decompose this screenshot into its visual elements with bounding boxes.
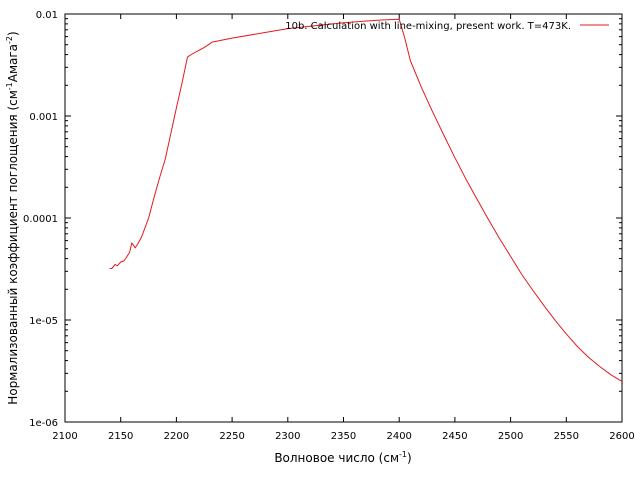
y-tick-label: 0.0001	[23, 214, 58, 225]
y-tick-label: 1e-06	[29, 418, 58, 429]
x-tick-label: 2250	[219, 431, 244, 442]
series-layer	[109, 18, 623, 382]
y-tick-label: 1e-05	[29, 316, 58, 327]
x-tick-label: 2450	[442, 431, 467, 442]
x-tick-label: 2350	[331, 431, 356, 442]
y-tick-label: 0.001	[29, 112, 58, 123]
x-tick-label: 2600	[609, 431, 634, 442]
x-tick-label: 2100	[52, 431, 77, 442]
x-tick-label: 2550	[554, 431, 579, 442]
x-axis-label: Волновое число (см-1)	[274, 450, 411, 465]
y-axis: 1e-06 1e-05 0.0001 0.001 0.01	[23, 10, 622, 429]
series-line	[109, 18, 623, 382]
legend: 10b. Calculation with line-mixing, prese…	[285, 21, 609, 32]
x-tick-label: 2300	[275, 431, 300, 442]
x-tick-label: 2200	[164, 431, 189, 442]
x-tick-label: 2500	[498, 431, 523, 442]
x-tick-label: 2150	[108, 431, 133, 442]
y-tick-label: 0.01	[36, 10, 58, 21]
y-axis-label: Нормализованный коэффициент поглощения (…	[5, 31, 20, 404]
x-tick-label: 2400	[386, 431, 411, 442]
legend-label: 10b. Calculation with line-mixing, prese…	[285, 21, 571, 32]
x-axis: 2100 2150 2200 2250 2300 2350 2400 2450 2500 2550…	[52, 14, 635, 442]
